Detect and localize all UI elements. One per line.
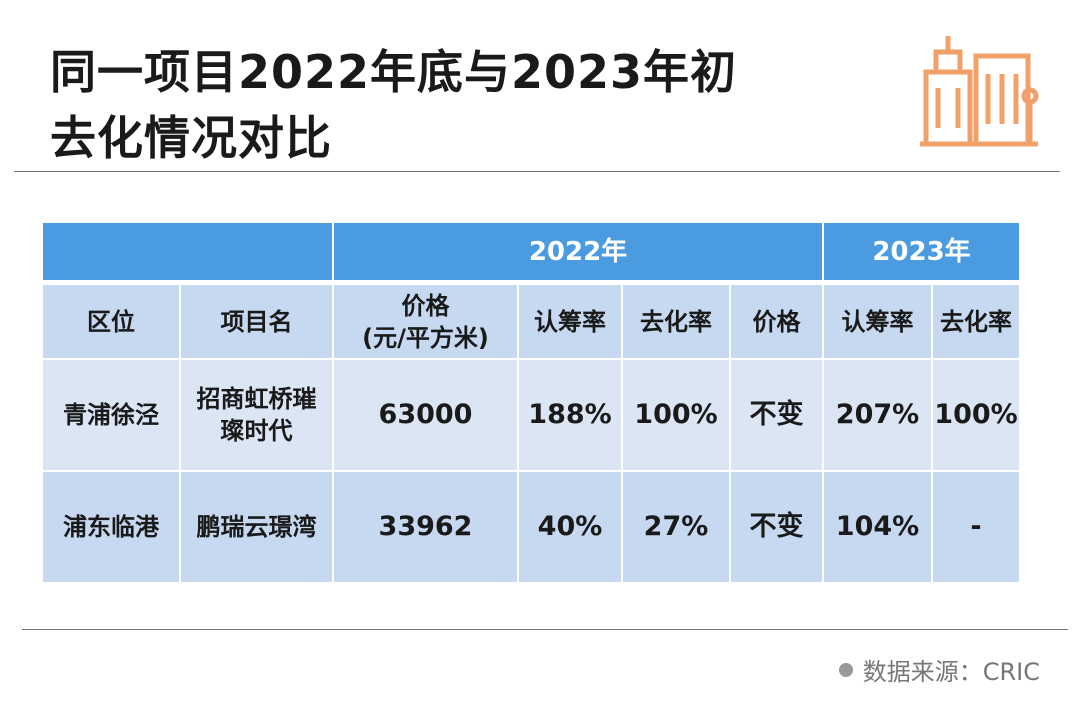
cell-text: 2023年 [872,236,971,267]
table-cell: 100% [933,360,1019,470]
group-header: 2022年 [334,223,822,280]
column-header: 去化率 [623,285,729,358]
cell-text: 认筹率 [534,307,606,336]
table-cell: 40% [519,472,621,582]
cell-text: 区位 [87,307,135,336]
table-cell: 63000 [334,360,517,470]
cell-text: 207% [835,399,920,430]
cell-text: 27% [643,511,709,542]
column-header: 去化率 [933,285,1019,358]
table-cell: 188% [519,360,621,470]
column-header: 区位 [43,285,179,358]
column-header: 项目名 [181,285,332,358]
table-cell: 浦东临港 [43,472,179,582]
column-header: 认筹率 [519,285,621,358]
table-cell: 33962 [334,472,517,582]
group-header-blank [43,223,332,280]
cell-text: 40% [537,511,603,542]
table-cell: 207% [824,360,931,470]
cell-text: 63000 [378,399,473,430]
bullet [838,662,853,677]
cell-text: 去化率 [640,307,712,336]
cell-text: 33962 [378,511,473,542]
cell-text: 100% [634,399,718,430]
table-cell: 27% [623,472,729,582]
table-cell: 104% [824,472,931,582]
cell-text: 招商虹桥璀璨时代 [196,385,317,445]
divider [22,629,1068,630]
title: 同一项目2022年底与2023年初 [50,45,738,99]
cell-text: 100% [934,399,1018,430]
table-cell: - [933,472,1019,582]
cell-text: 项目名 [220,307,293,336]
source: 数据来源：CRIC [838,652,1040,687]
title: 去化情况对比 [50,111,332,165]
cell-text: - [970,511,982,542]
cell-text: (元/平方米) [362,323,489,352]
cell-text: 去化率 [940,307,1012,336]
column-header: 价格 (元/平方米) [334,285,517,358]
cell-text: 浦东临港 [63,513,159,541]
table-cell: 招商虹桥璀璨时代 [181,360,332,470]
cell-text: 价格 [752,307,801,336]
table-cell: 青浦徐泾 [43,360,179,470]
cell-text: 鹏瑞云璟湾 [196,513,317,541]
group-header: 2023年 [824,223,1019,280]
cell-text: 2022年 [528,236,628,267]
cell-text: 认筹率 [841,307,914,336]
building-icon [920,36,1039,147]
column-header: 价格 [731,285,822,358]
cell-text: 104% [835,511,920,542]
divider [14,171,1060,172]
table-cell: 不变 [731,360,822,470]
cell-text: 188% [528,399,612,430]
cell-text: 价格 [401,291,450,320]
column-header: 认筹率 [824,285,931,358]
table-cell: 鹏瑞云璟湾 [181,472,332,582]
cell-text: 青浦徐泾 [63,401,159,429]
cell-text: 不变 [749,511,804,542]
table-cell: 不变 [731,472,822,582]
cell-text: 不变 [749,399,804,430]
table-cell: 100% [623,360,729,470]
source-text: 数据来源：CRIC [862,658,1040,686]
